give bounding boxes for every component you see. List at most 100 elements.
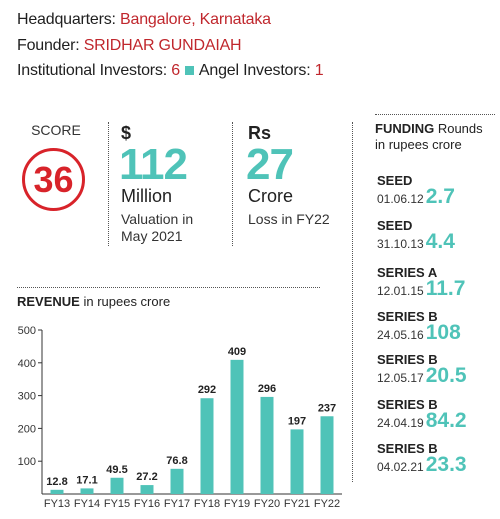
y-tick-label: 200 (18, 423, 36, 435)
x-tick-label: FY22 (314, 498, 340, 510)
x-tick-label: FY20 (254, 498, 280, 510)
revenue-bar (230, 359, 244, 494)
bar-value-label: 12.8 (46, 476, 67, 488)
divider-3 (352, 122, 353, 482)
divider-2 (232, 122, 233, 246)
round-name: SERIES B (377, 441, 438, 456)
round-date: 24.04.19 (377, 416, 424, 430)
revenue-top-rule (17, 287, 320, 288)
revenue-bar (290, 429, 304, 494)
revenue-bar (170, 468, 184, 494)
bar-value-label: 197 (288, 415, 306, 427)
round-date: 24.05.16 (377, 328, 424, 342)
revenue-bar (320, 416, 334, 494)
score-label: SCORE (31, 122, 81, 138)
valuation-caption-line1: Valuation in (121, 211, 194, 227)
revenue-bar (140, 485, 154, 494)
x-tick-label: FY21 (284, 498, 310, 510)
separator-square-icon (184, 65, 194, 75)
revenue-title: REVENUE in rupees crore (17, 294, 170, 309)
round-amount: 108 (425, 321, 461, 344)
valuation-unit: $ (121, 123, 132, 143)
revenue-bar (200, 398, 214, 494)
valuation-scale: Million (121, 186, 173, 206)
headquarters-line: Headquarters: Bangalore, Karnataka (17, 10, 271, 30)
revenue-title-rest: in rupees crore (79, 294, 171, 309)
x-tick-label: FY15 (104, 498, 130, 510)
loss-caption: Loss in FY22 (248, 211, 330, 227)
round-date: 01.06.12 (377, 192, 424, 206)
loss-value: 27 (246, 140, 294, 189)
funding-round: SEED 01.06.122.7 (377, 173, 455, 208)
institutional-value: 6 (171, 62, 180, 79)
divider-1 (108, 122, 109, 246)
round-date: 12.05.17 (377, 371, 424, 385)
round-amount: 4.4 (425, 230, 455, 253)
round-name: SEED (377, 218, 413, 233)
round-amount: 11.7 (425, 277, 466, 300)
funding-title-rest: Rounds (434, 121, 483, 136)
x-tick-label: FY18 (194, 498, 220, 510)
y-tick-label: 500 (18, 325, 36, 337)
round-amount: 20.5 (425, 364, 467, 387)
loss-scale: Crore (248, 186, 294, 206)
x-tick-label: FY17 (164, 498, 190, 510)
score-badge: 36 (22, 148, 85, 211)
x-tick-label: FY14 (74, 498, 100, 510)
round-amount: 23.3 (425, 453, 467, 476)
round-date: 31.10.13 (377, 237, 424, 251)
round-name: SEED (377, 173, 413, 188)
revenue-bar (260, 396, 274, 494)
bar-value-label: 76.8 (166, 455, 187, 467)
funding-round: SERIES B 04.02.2123.3 (377, 441, 467, 476)
round-name: SERIES A (377, 265, 438, 280)
loss-unit: Rs (248, 123, 272, 143)
headquarters-label: Headquarters: (17, 11, 121, 28)
round-amount: 84.2 (425, 409, 467, 432)
funding-subtitle: in rupees crore (375, 137, 462, 152)
funding-top-rule (375, 114, 495, 115)
valuation-caption-line2: May 2021 (121, 228, 183, 244)
angel-value: 1 (314, 62, 324, 79)
x-tick-label: FY19 (224, 498, 250, 510)
funding-round: SERIES B 24.04.1984.2 (377, 397, 467, 432)
bar-value-label: 237 (318, 402, 336, 414)
revenue-bar (80, 488, 94, 494)
institutional-label: Institutional Investors: (17, 62, 172, 79)
bar-value-label: 49.5 (106, 464, 127, 476)
round-name: SERIES B (377, 397, 438, 412)
x-tick-label: FY16 (134, 498, 160, 510)
funding-round: SERIES B 24.05.16108 (377, 309, 461, 344)
revenue-title-bold: REVENUE (17, 294, 80, 309)
x-tick-label: FY13 (44, 498, 70, 510)
valuation-caption: Valuation in May 2021 (121, 211, 193, 245)
round-amount: 2.7 (425, 185, 455, 208)
bar-value-label: 27.2 (136, 471, 157, 483)
round-date: 04.02.21 (377, 460, 424, 474)
round-date: 12.01.15 (377, 284, 424, 298)
headquarters-value: Bangalore, Karnataka (120, 11, 271, 28)
round-name: SERIES B (377, 309, 438, 324)
round-name: SERIES B (377, 352, 438, 367)
bar-value-label: 296 (258, 383, 276, 395)
investors-line: Institutional Investors: 6 Angel Investor… (17, 61, 324, 81)
funding-round: SERIES B 12.05.1720.5 (377, 352, 467, 387)
bar-value-label: 292 (198, 384, 216, 396)
y-tick-label: 400 (18, 358, 36, 370)
founder-value: SRIDHAR GUNDAIAH (83, 37, 242, 54)
score-value: 36 (33, 159, 74, 200)
revenue-bar (50, 489, 64, 494)
funding-title: FUNDING Rounds in rupees crore (375, 121, 483, 153)
angel-label: Angel Investors: (198, 62, 315, 79)
funding-title-bold: FUNDING (375, 121, 435, 136)
funding-round: SEED 31.10.134.4 (377, 218, 455, 253)
bar-value-label: 409 (228, 346, 246, 358)
revenue-bar (110, 477, 124, 494)
y-tick-label: 100 (18, 456, 36, 468)
founder-line: Founder: SRIDHAR GUNDAIAH (17, 36, 242, 56)
funding-round: SERIES A 12.01.1511.7 (377, 265, 465, 300)
valuation-value: 112 (119, 140, 188, 189)
y-tick-label: 300 (18, 391, 36, 403)
founder-label: Founder: (17, 37, 84, 54)
